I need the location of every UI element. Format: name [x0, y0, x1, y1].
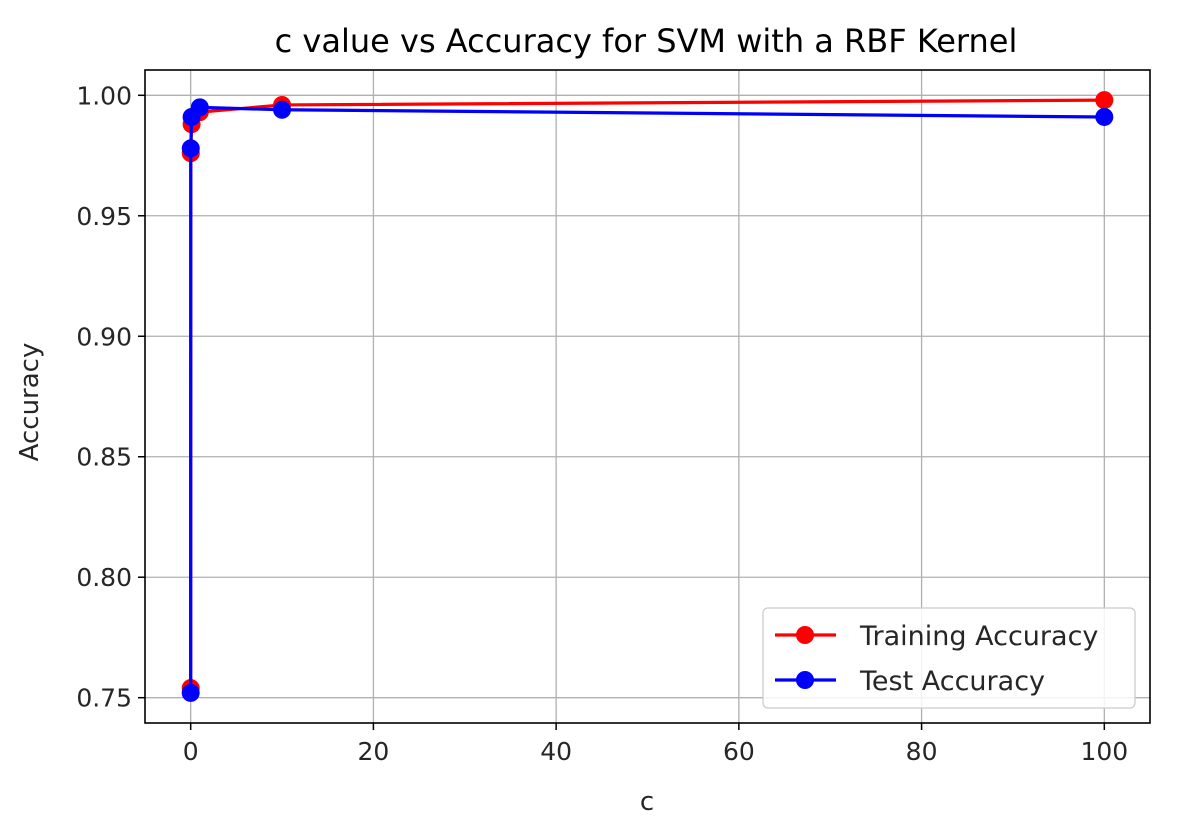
data-point [181, 683, 200, 702]
y-tick-label: 0.85 [76, 443, 132, 472]
x-tick-label: 80 [906, 737, 938, 766]
data-point [190, 98, 209, 117]
chart-title: c value vs Accuracy for SVM with a RBF K… [275, 22, 1018, 60]
axis-ticks: 0 20 40 60 80 100 0.75 0.80 0.85 0.90 0.95 1.00 [76, 81, 1128, 766]
x-tick-label: 0 [183, 737, 199, 766]
data-point [1095, 107, 1114, 126]
legend: Training Accuracy Test Accuracy [762, 607, 1136, 709]
legend-marker [796, 671, 814, 689]
legend-label: Test Accuracy [859, 666, 1045, 697]
series-test-accuracy [181, 98, 1114, 702]
y-tick-label: 0.95 [76, 202, 132, 231]
legend-item: Training Accuracy [775, 621, 1098, 652]
y-tick-label: 0.80 [76, 563, 132, 592]
x-tick-label: 60 [723, 737, 755, 766]
legend-label: Training Accuracy [859, 621, 1098, 652]
legend-item: Test Accuracy [775, 666, 1045, 697]
x-tick-label: 20 [358, 737, 390, 766]
legend-box [762, 607, 1136, 709]
data-point [181, 139, 200, 158]
legend-marker [796, 626, 814, 644]
data-point [1095, 91, 1114, 110]
y-tick-label: 0.75 [76, 684, 132, 713]
plot-frame [144, 69, 1151, 724]
y-tick-label: 1.00 [76, 81, 132, 110]
data-point [273, 100, 292, 119]
y-axis-label: Accuracy [15, 343, 45, 462]
x-tick-label: 100 [1080, 737, 1128, 766]
x-tick-label: 40 [540, 737, 572, 766]
series-layer [181, 91, 1114, 702]
x-axis-label: c [640, 787, 654, 817]
y-tick-label: 0.90 [76, 322, 132, 351]
